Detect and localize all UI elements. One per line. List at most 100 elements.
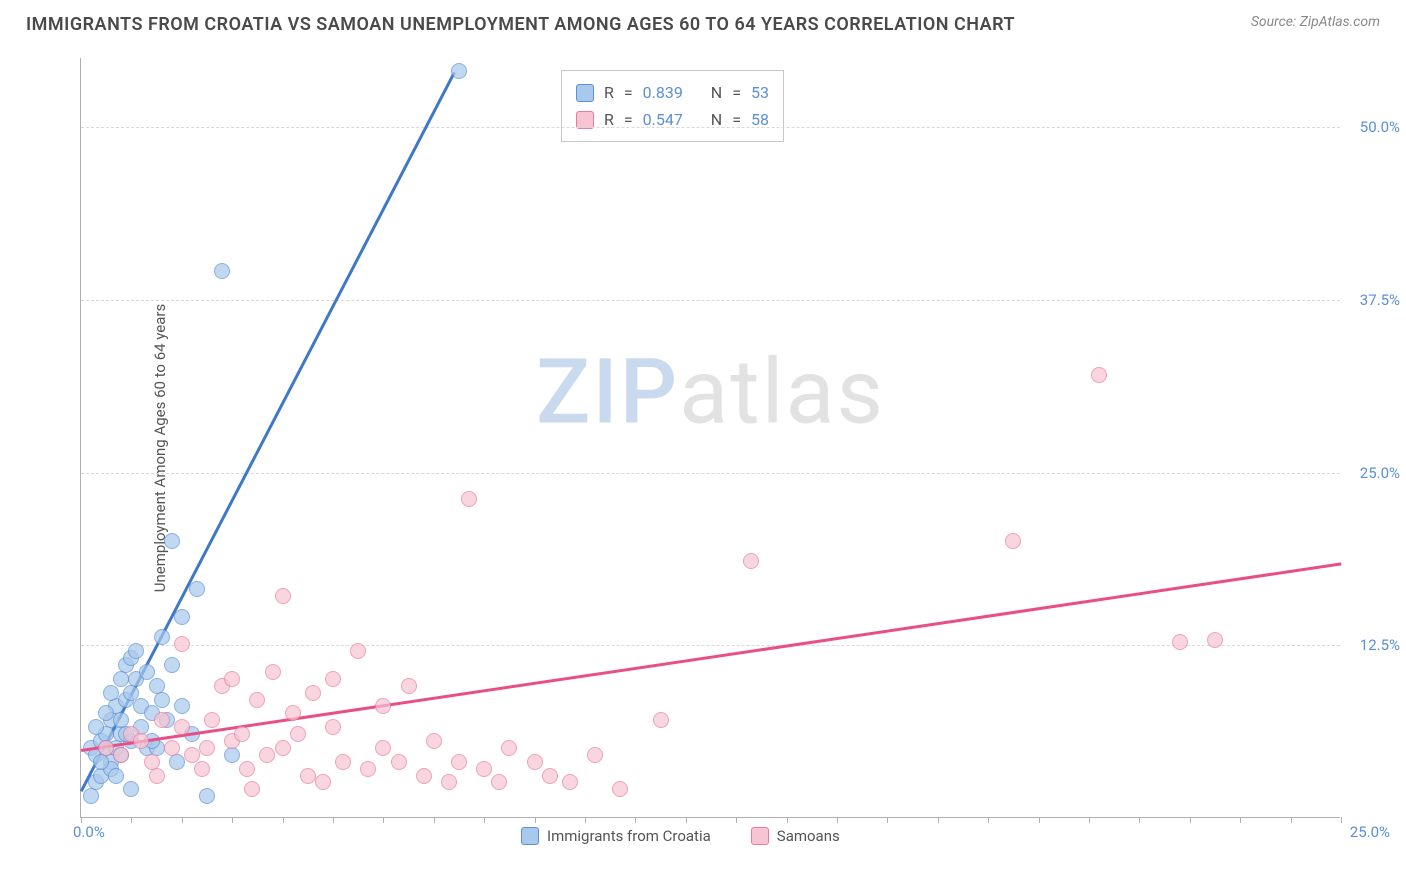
data-point [265,664,281,680]
x-tick [383,817,384,823]
x-tick [535,817,536,823]
x-tick [484,817,485,823]
chart-title: IMMIGRANTS FROM CROATIA VS SAMOAN UNEMPL… [26,14,1015,35]
data-point [133,733,149,749]
data-point [234,726,250,742]
data-point [113,671,129,687]
data-point [224,747,240,763]
bottom-legend: Immigrants from Croatia Samoans [521,827,840,845]
data-point [375,740,391,756]
regression-line-samoans [81,562,1341,751]
n-value-samoans: 58 [751,106,769,133]
x-tick [81,817,82,823]
data-point [315,774,331,790]
gridline [81,473,1340,474]
data-point [501,740,517,756]
data-point [451,63,467,79]
x-tick [736,817,737,823]
data-point [154,629,170,645]
plot-area: ZIPatlas R = 0.839 N = 53 R = 0.547 N = [80,58,1340,818]
r-value-croatia: 0.839 [643,79,683,106]
x-tick [837,817,838,823]
x-tick [232,817,233,823]
x-tick [283,817,284,823]
data-point [149,768,165,784]
x-tick [182,817,183,823]
data-point [83,788,99,804]
data-point [1172,634,1188,650]
data-point [527,754,543,770]
y-tick-label: 50.0% [1360,118,1400,136]
data-point [199,788,215,804]
data-point [461,491,477,507]
x-tick [585,817,586,823]
swatch-croatia [576,84,594,102]
data-point [391,754,407,770]
x-tick [1039,817,1040,823]
data-point [224,671,240,687]
data-point [401,678,417,694]
data-point [350,643,366,659]
data-point [164,657,180,673]
legend-stats-box: R = 0.839 N = 53 R = 0.547 N = 58 [561,70,784,142]
data-point [103,685,119,701]
data-point [174,609,190,625]
chart-header: IMMIGRANTS FROM CROATIA VS SAMOAN UNEMPL… [0,0,1406,43]
x-tick [1190,817,1191,823]
data-point [653,712,669,728]
data-point [542,768,558,784]
data-point [441,774,457,790]
data-point [194,761,210,777]
data-point [214,263,230,279]
data-point [1091,367,1107,383]
data-point [174,636,190,652]
r-value-samoans: 0.547 [643,106,683,133]
data-point [305,685,321,701]
chart-source: Source: ZipAtlas.com [1251,14,1380,30]
data-point [325,671,341,687]
data-point [239,761,255,777]
x-tick [1240,817,1241,823]
data-point [1005,533,1021,549]
data-point [335,754,351,770]
data-point [275,588,291,604]
data-point [426,733,442,749]
legend-stats-row-samoans: R = 0.547 N = 58 [576,106,769,133]
data-point [123,781,139,797]
data-point [743,553,759,569]
data-point [164,740,180,756]
y-tick-label: 12.5% [1360,636,1400,654]
data-point [189,581,205,597]
data-point [93,754,109,770]
x-axis-max-label: 25.0% [1350,823,1390,841]
data-point [98,705,114,721]
data-point [174,698,190,714]
x-tick [988,817,989,823]
y-tick-label: 25.0% [1360,464,1400,482]
data-point [325,719,341,735]
data-point [249,692,265,708]
x-tick [1341,817,1342,823]
x-tick [1291,817,1292,823]
x-tick [635,817,636,823]
data-point [491,774,507,790]
data-point [416,768,432,784]
data-point [562,774,578,790]
x-tick [938,817,939,823]
data-point [154,692,170,708]
data-point [612,781,628,797]
data-point [300,768,316,784]
data-point [204,712,220,728]
data-point [244,781,260,797]
x-tick [887,817,888,823]
data-point [375,698,391,714]
gridline [81,645,1340,646]
x-tick [787,817,788,823]
data-point [285,705,301,721]
data-point [476,761,492,777]
swatch-samoans-bottom [751,827,769,845]
x-tick [1139,817,1140,823]
data-point [98,740,114,756]
data-point [123,685,139,701]
data-point [1207,632,1223,648]
